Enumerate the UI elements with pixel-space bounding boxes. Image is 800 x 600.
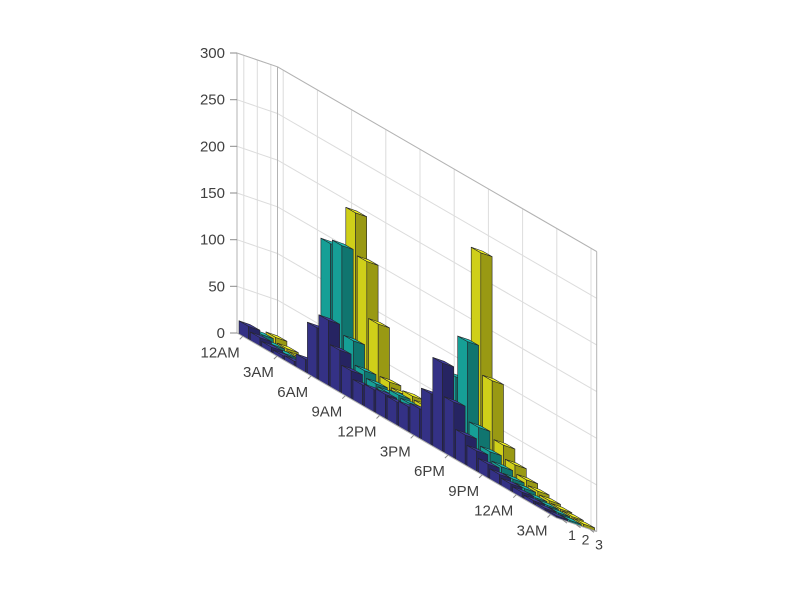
bar-face-top xyxy=(550,503,573,514)
time-tick-label: 3PM xyxy=(380,443,411,460)
bar-face-top xyxy=(523,494,546,505)
bar-face-top xyxy=(527,485,550,496)
time-tick-label: 6AM xyxy=(277,384,308,401)
bar-face-top xyxy=(559,514,582,525)
time-tick-label: 9PM xyxy=(448,483,479,500)
time-tick-mark xyxy=(478,474,483,479)
bar-face-top xyxy=(537,499,559,510)
time-tick-label: 3AM xyxy=(517,523,548,540)
bar-face-top xyxy=(368,318,390,329)
time-tick-mark xyxy=(444,454,449,459)
time-tick-label: 12PM xyxy=(337,424,376,441)
bar-face-top xyxy=(516,473,539,485)
bar-face-top xyxy=(261,341,284,352)
bar-face-top xyxy=(546,509,569,520)
z-tick-label: 0 xyxy=(217,325,225,342)
time-tick-label: 9AM xyxy=(311,404,342,421)
bar-face-top xyxy=(489,468,512,479)
bar-face-top xyxy=(356,255,379,266)
bar-face-top xyxy=(468,421,491,432)
bar-face-top xyxy=(354,364,377,375)
bar-face-top xyxy=(341,364,363,376)
grid-line-z-farwall xyxy=(277,113,597,299)
bar-face-top xyxy=(265,331,288,342)
time-tick-mark xyxy=(273,355,278,360)
bar-face-front xyxy=(421,387,432,446)
bar-face-front xyxy=(443,396,455,459)
bar-face-top xyxy=(482,374,504,385)
bar-face-top xyxy=(329,344,352,355)
bar-face-top xyxy=(379,376,402,387)
bar-face-top xyxy=(478,458,500,469)
depth-tick-mark xyxy=(589,528,595,533)
bar-face-top xyxy=(388,389,411,400)
bar-face-front xyxy=(341,364,352,400)
bar-face-top xyxy=(502,473,525,484)
time-tick-label: 6PM xyxy=(414,463,445,480)
bar-face-top xyxy=(455,429,477,440)
z-tick-label: 300 xyxy=(200,45,225,62)
time-tick-mark xyxy=(341,395,346,400)
bar-face-top xyxy=(443,396,466,407)
bar-face-top xyxy=(562,510,584,521)
bar-face-top xyxy=(250,331,272,342)
time-tick-mark xyxy=(376,415,380,419)
bar-face-front xyxy=(329,344,341,393)
time-tick-label: 3AM xyxy=(243,364,274,381)
time-axis-line xyxy=(236,332,557,519)
bar-face-top xyxy=(539,494,561,505)
time-tick-mark xyxy=(410,434,415,439)
bar-face-top xyxy=(457,335,479,346)
bar-face-top xyxy=(375,388,398,399)
bar-face-top xyxy=(500,477,523,488)
bar-face-top xyxy=(366,378,388,389)
edge-top-far xyxy=(277,66,597,253)
bar-face-top xyxy=(573,518,596,529)
bar-face-top xyxy=(493,439,516,450)
bar-face-top xyxy=(343,334,365,346)
depth-tick-label: 2 xyxy=(582,532,590,548)
grid-line-z-farwall xyxy=(277,206,597,393)
time-tick-mark xyxy=(239,335,244,340)
z-tick-label: 200 xyxy=(200,138,225,155)
time-tick-mark xyxy=(307,375,312,380)
depth-tick-label: 1 xyxy=(568,527,576,543)
bar-face-top xyxy=(277,342,299,353)
depth-axis-line xyxy=(556,517,597,533)
z-tick-label: 250 xyxy=(200,92,225,109)
bar-face-front xyxy=(455,429,466,466)
bar-face-top xyxy=(535,502,557,513)
z-tick-label: 50 xyxy=(208,278,225,295)
bar-face-top xyxy=(491,460,514,471)
bar-face-top xyxy=(548,506,571,518)
bar-face-front xyxy=(432,357,443,452)
bar-face-front xyxy=(409,402,420,439)
depth-tick-label: 3 xyxy=(595,536,603,552)
bar-face-top xyxy=(331,239,354,250)
time-tick-label: 12AM xyxy=(201,344,240,361)
bar-face-top xyxy=(432,357,455,368)
z-tick-label: 150 xyxy=(200,185,225,202)
edge-top-left xyxy=(236,52,278,68)
time-tick-mark xyxy=(512,494,517,499)
bar-face-front xyxy=(307,321,318,380)
bar-face-top xyxy=(345,207,368,217)
bar-face-top xyxy=(466,445,489,456)
bar-face-top xyxy=(480,445,502,456)
z-tick-label: 100 xyxy=(200,232,225,249)
depth-tick-mark xyxy=(576,524,581,529)
time-tick-label: 12AM xyxy=(474,503,513,520)
bar-face-top xyxy=(318,314,341,325)
grid-line-z-farwall xyxy=(277,159,597,346)
bar-face-top xyxy=(238,320,261,331)
bar-face-top xyxy=(514,482,536,493)
bar-face-top xyxy=(470,246,493,257)
bar-face-front xyxy=(318,314,329,386)
depth-tick-mark xyxy=(562,519,568,524)
bar-face-top xyxy=(505,458,527,470)
bar-face-top xyxy=(512,486,534,497)
time-tick-mark xyxy=(547,514,551,518)
